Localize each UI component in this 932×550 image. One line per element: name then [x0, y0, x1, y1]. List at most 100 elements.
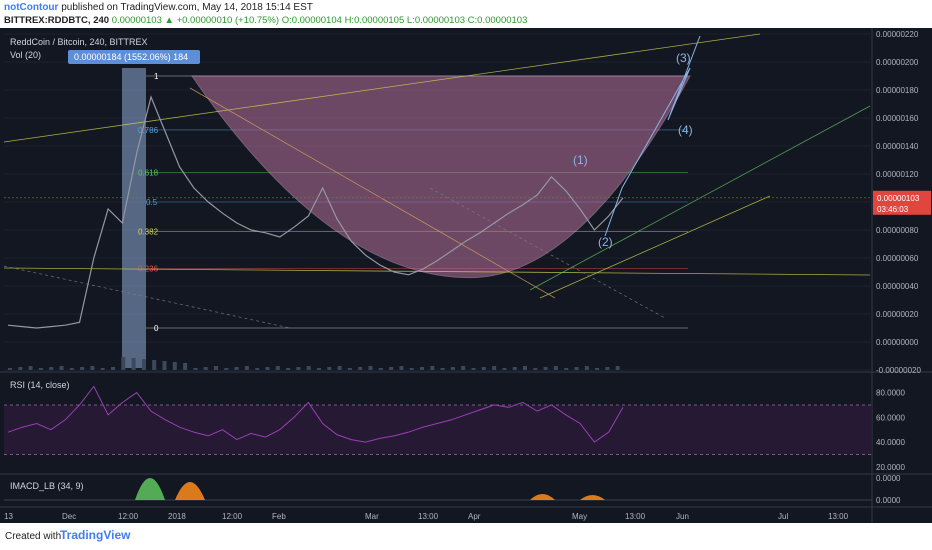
footer: Created with TradingView	[0, 523, 932, 550]
ohlc-low: L:0.00000103	[406, 15, 466, 26]
x-tick-label: Feb	[272, 512, 286, 521]
volume-bar	[306, 366, 311, 370]
volume-bar	[80, 367, 85, 370]
volume-bar	[317, 368, 321, 370]
volume-bar	[502, 368, 507, 370]
x-tick-label: Jul	[778, 512, 788, 521]
volume-bar	[399, 366, 404, 370]
volume-bar	[605, 367, 610, 370]
volume-indicator-label: Vol (20)	[10, 50, 41, 60]
volume-bar	[234, 367, 239, 370]
fib-level-label: 0.618	[138, 168, 159, 177]
volume-bar	[389, 367, 394, 370]
volume-bar	[492, 366, 497, 370]
volume-bar	[141, 359, 146, 370]
chart-title: ReddCoin / Bitcoin, 240, BITTREX	[10, 37, 148, 47]
volume-bar	[450, 367, 455, 370]
volume-bar	[553, 366, 558, 370]
x-tick-label: 13	[4, 512, 13, 521]
ohlc-high: H:0.00000105	[344, 15, 405, 26]
x-tick-label: 13:00	[625, 512, 646, 521]
ohlc-open: O:0.00000104	[281, 15, 342, 26]
volume-bar	[18, 367, 23, 370]
tradingview-logo[interactable]: TradingView	[60, 528, 131, 542]
macd-histogram	[530, 494, 555, 500]
fib-level-label: 1	[154, 72, 159, 81]
rsi-indicator-label: RSI (14, close)	[10, 380, 70, 390]
price-tick-label: 0.00000000	[876, 338, 919, 347]
trendline	[189, 87, 556, 299]
volume-bar	[8, 368, 12, 370]
x-tick-label: Mar	[365, 512, 379, 521]
volume-bar	[162, 361, 167, 370]
chart-area[interactable]: 0.00000220 0.00000200 0.00000180 0.00000160…	[0, 28, 932, 523]
rsi-tick-label: 40.0000	[876, 438, 905, 447]
x-tick-label: Dec	[62, 512, 76, 521]
volume-bar	[358, 367, 363, 370]
macd-tick-label: 0.0000	[876, 496, 901, 505]
measure-highlight	[122, 68, 146, 368]
volume-bar	[512, 367, 517, 370]
price-tick-label: 0.00000020	[876, 310, 919, 319]
created-with-text: Created with	[5, 531, 62, 542]
price-tick-label: 0.00000200	[876, 58, 919, 67]
volume-bar	[265, 367, 270, 370]
price-tick-label: 0.00000040	[876, 282, 919, 291]
wave-label: (2)	[598, 235, 613, 249]
ohlc-close: C:0.00000103	[467, 15, 528, 26]
price-tick-label: 0.00000060	[876, 254, 919, 263]
fib-level-label: 0	[154, 324, 159, 333]
current-price-badge	[873, 190, 931, 215]
volume-bar	[90, 366, 95, 370]
x-tick-label: May	[572, 512, 587, 521]
price-series-line	[7, 95, 624, 329]
publish-info: published on TradingView.com, May 14, 20…	[61, 2, 313, 13]
volume-bar	[214, 366, 218, 370]
fib-level-label: 0.786	[138, 126, 159, 135]
last-price: 0.00000103	[111, 15, 162, 26]
volume-bar	[38, 368, 43, 370]
volume-bar	[327, 367, 332, 370]
x-tick-label: 12:00	[222, 512, 243, 521]
volume-bar	[255, 368, 260, 370]
volume-bar	[337, 366, 342, 370]
volume-bar	[183, 363, 188, 370]
volume-bar	[533, 368, 538, 370]
wave-label: (4)	[678, 123, 693, 137]
trendline	[3, 265, 291, 329]
publish-line: notContour published on TradingView.com,…	[4, 2, 313, 13]
macd-tick-label: 0.0000	[876, 474, 901, 483]
volume-bar	[100, 368, 105, 370]
chart-svg[interactable]: 0.000002200.000002000.000001800.00000160…	[0, 28, 932, 523]
price-tick-label: 0.00000160	[876, 114, 919, 123]
current-price-label: 0.00000103	[877, 194, 920, 203]
price-tick-label: 0.00000180	[876, 86, 919, 95]
rsi-tick-label: 20.0000	[876, 463, 905, 472]
x-tick-label: 13:00	[828, 512, 849, 521]
volume-bar	[224, 368, 229, 370]
measure-tooltip	[68, 50, 200, 64]
cup-pattern	[191, 75, 691, 279]
author-link[interactable]: notContour	[4, 2, 59, 13]
macd-histogram	[135, 478, 165, 500]
volume-bar	[275, 366, 280, 370]
volume-bar	[28, 366, 33, 370]
volume-bar	[595, 368, 600, 370]
price-tick-label: -0.00000020	[876, 366, 921, 375]
price-tick-label: 0.00000140	[876, 142, 919, 151]
macd-histogram	[175, 482, 205, 500]
volume-bar	[69, 368, 74, 370]
volume-bar	[420, 367, 424, 370]
trendline	[3, 33, 761, 143]
macd-histogram	[580, 495, 605, 500]
chart-header: notContour published on TradingView.com,…	[0, 0, 932, 28]
volume-bar	[111, 367, 115, 370]
symbol-name: BITTREX:RDDBTC, 240	[4, 15, 110, 26]
volume-bar	[49, 367, 54, 370]
trendline	[429, 187, 666, 319]
volume-bar	[574, 367, 579, 370]
macd-indicator-label: IMACD_LB (34, 9)	[10, 481, 84, 491]
price-tick-label: 0.00000080	[876, 226, 919, 235]
countdown-label: 03:46:03	[877, 205, 909, 214]
symbol-line: BITTREX:RDDBTC, 240 0.00000103 ▲ +0.0000…	[4, 15, 527, 26]
